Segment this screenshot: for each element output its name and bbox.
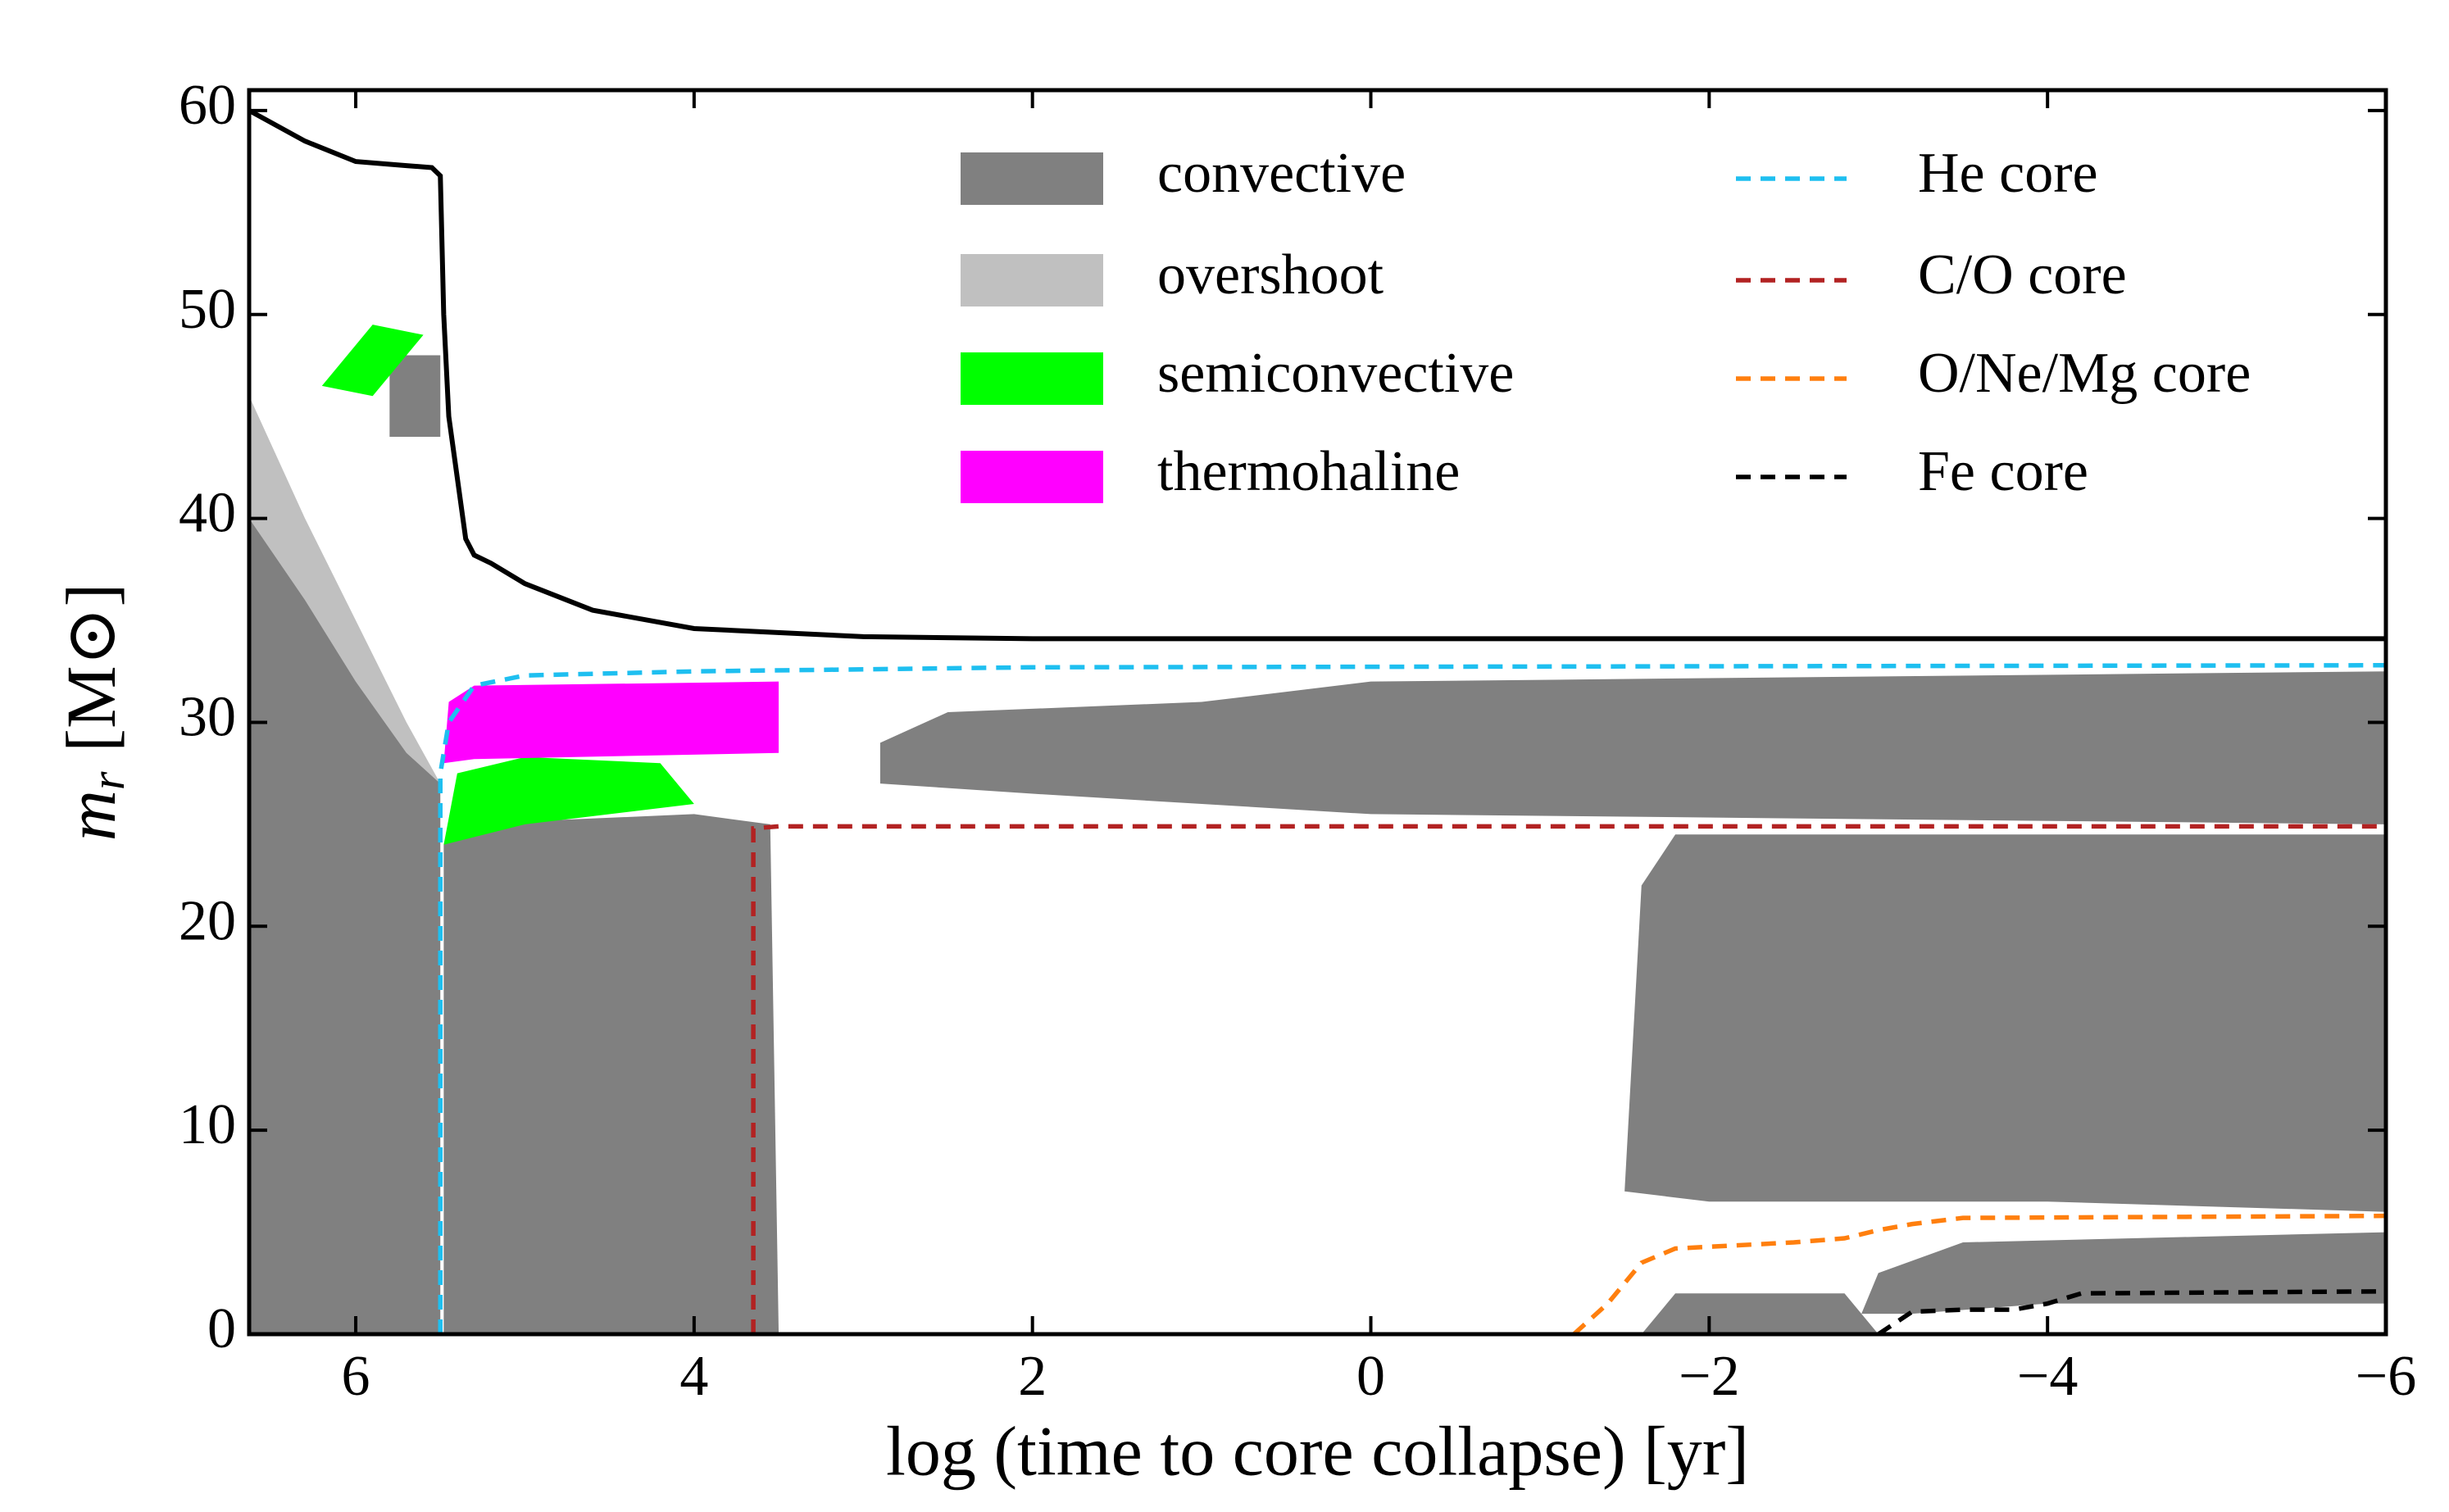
line — [751, 824, 2386, 1334]
line — [249, 108, 2386, 642]
legend-patch — [961, 254, 1103, 306]
y-tick-label: 0 — [207, 1297, 236, 1360]
x-tick-label: −2 — [1679, 1345, 1739, 1408]
x-tick-label: 6 — [342, 1345, 370, 1408]
legend-label: thermohaline — [1157, 440, 1460, 503]
y-tick-label: 50 — [179, 278, 236, 341]
y-tick-label: 30 — [179, 686, 236, 749]
region-convective — [1624, 834, 2386, 1212]
y-axis-label: mr [M⊙] — [52, 583, 135, 842]
legend-patch — [961, 152, 1103, 205]
legend-label: overshoot — [1157, 243, 1384, 306]
legend-label: O/Ne/Mg core — [1918, 342, 2251, 405]
region-thermohaline — [443, 681, 779, 764]
region-convective — [443, 814, 779, 1334]
y-label-unit: [M⊙] — [52, 583, 130, 752]
region-convective — [249, 518, 441, 1334]
legend-patch — [961, 451, 1103, 503]
x-tick-label: 4 — [679, 1345, 708, 1408]
y-label-subscript: r — [81, 771, 134, 790]
x-tick-label: 0 — [1356, 1345, 1385, 1408]
region-semiconvective — [321, 325, 424, 397]
region-convective — [879, 671, 2386, 824]
x-axis-label: log (time to core collapse) [yr] — [886, 1412, 1749, 1491]
axes-frame — [247, 88, 2388, 1337]
line — [1572, 1213, 2386, 1334]
legend-patch — [961, 352, 1103, 405]
legend-label: semiconvective — [1157, 342, 1514, 405]
region-convective — [1861, 1232, 2386, 1314]
y-tick-label: 40 — [179, 482, 236, 545]
legend-label: He core — [1918, 142, 2098, 205]
legend-label: convective — [1157, 142, 1406, 205]
region-convective — [1641, 1293, 1879, 1334]
x-tick-label: 2 — [1018, 1345, 1047, 1408]
y-label-symbol: m — [52, 790, 130, 841]
x-tick-label: −6 — [2356, 1345, 2416, 1408]
y-tick-label: 60 — [179, 74, 236, 137]
y-tick-label: 10 — [179, 1093, 236, 1156]
region-convective — [389, 355, 441, 438]
line — [438, 663, 2386, 1334]
legend-label: C/O core — [1918, 243, 2127, 306]
plot-area — [249, 108, 2386, 1334]
y-tick-label: 20 — [179, 889, 236, 952]
legend-label: Fe core — [1918, 440, 2088, 503]
region-semiconvective — [443, 756, 694, 845]
x-tick-label: −4 — [2017, 1345, 2078, 1408]
